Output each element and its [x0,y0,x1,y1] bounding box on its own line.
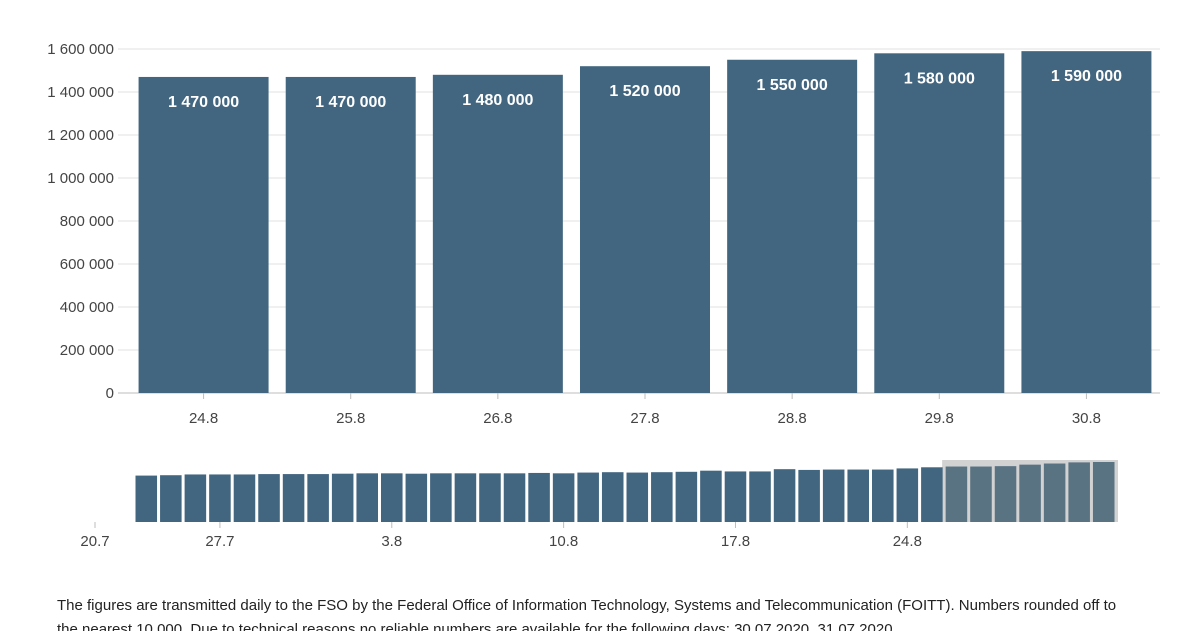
overview-bar [626,472,649,522]
overview-bar [1019,464,1041,522]
bar-data-label: 1 480 000 [462,92,533,109]
overview-bar [479,473,501,522]
overview-bar [847,469,869,522]
main-bars: 1 470 000 1 470 000 1 480 000 1 520 000 1 55… [138,51,1152,394]
bar[interactable] [285,76,416,393]
overview-bar [209,474,231,522]
footnote-line-1: The figures are transmitted daily to the… [57,597,1117,614]
overview-bar [160,475,182,522]
overview-bar [749,471,771,522]
bar[interactable] [874,53,1005,394]
y-tick-label: 0 [106,385,114,402]
overview-bar [430,473,452,522]
y-tick-label: 1 600 000 [47,41,114,58]
y-tick-label: 1 200 000 [47,127,114,144]
overview-bar [651,472,673,522]
x-axis: 24.8 25.8 26.8 27.8 28.8 29.8 30.8 [189,393,1101,427]
x-tick-label: 25.8 [336,410,365,427]
footnote: The figures are transmitted daily to the… [57,594,1157,631]
overview-bar [1068,462,1090,522]
bar-data-label: 1 590 000 [1051,68,1122,85]
overview-bar [282,474,305,522]
overview-navigator[interactable]: 20.7 27.7 3.8 10.8 17.8 24.8 [80,460,1118,550]
bar[interactable] [580,66,710,393]
overview-bar [945,466,968,522]
overview-tick-label: 27.7 [205,533,234,550]
overview-bar [1092,462,1115,522]
overview-bar [675,471,698,522]
overview-bar [970,466,992,522]
y-axis: 0 200 000 400 000 600 000 800 000 1 000 000 1 … [47,41,114,402]
overview-bar [1043,463,1066,522]
overview-bar [135,475,158,522]
overview-bar [552,473,575,522]
bar[interactable] [138,76,269,393]
bar[interactable] [727,59,858,393]
overview-bar [258,474,280,522]
overview-bar [601,472,624,522]
overview-bar [307,474,329,522]
bar[interactable] [1021,51,1152,394]
overview-tick-label: 20.7 [80,533,109,550]
overview-bar [381,473,403,522]
chart-area: 0 200 000 400 000 600 000 800 000 1 000 000 1 … [47,41,1160,550]
overview-bar [405,473,428,522]
y-tick-label: 800 000 [60,213,114,230]
overview-bar [872,469,894,522]
overview-bar [356,473,378,522]
x-tick-label: 29.8 [925,410,954,427]
y-tick-label: 1 000 000 [47,170,114,187]
overview-bar [724,471,747,522]
overview-bar [454,473,477,522]
bar-data-label: 1 520 000 [609,83,680,100]
bar[interactable] [432,74,563,394]
bar-data-label: 1 550 000 [757,77,828,94]
overview-bar [184,474,207,522]
bar-data-label: 1 470 000 [315,94,386,111]
y-tick-label: 200 000 [60,342,114,359]
overview-bar [896,468,919,522]
x-tick-label: 27.8 [630,410,659,427]
x-tick-label: 28.8 [778,410,807,427]
overview-bar [700,470,722,522]
overview-tick-label: 3.8 [381,533,402,550]
overview-bar [921,467,943,522]
y-tick-label: 1 400 000 [47,84,114,101]
x-tick-label: 26.8 [483,410,512,427]
overview-bar [233,474,256,522]
overview-bar [798,469,820,522]
overview-tick-label: 24.8 [893,533,922,550]
bar-data-label: 1 470 000 [168,94,239,111]
y-tick-label: 600 000 [60,256,114,273]
overview-tick-label: 17.8 [721,533,750,550]
x-tick-label: 30.8 [1072,410,1101,427]
overview-bar [577,472,599,522]
overview-bar [528,472,550,522]
bar-data-label: 1 580 000 [904,70,975,87]
overview-bar [773,469,796,522]
footnote-line-2: the nearest 10 000. Due to technical rea… [57,621,897,631]
x-tick-label: 24.8 [189,410,218,427]
overview-bar [503,473,526,522]
y-tick-label: 400 000 [60,299,114,316]
overview-bar [331,473,354,522]
overview-bar [994,466,1017,522]
overview-tick-label: 10.8 [549,533,578,550]
overview-bar [822,469,845,522]
